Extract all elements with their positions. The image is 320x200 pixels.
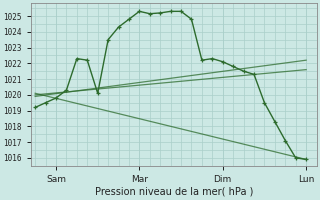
X-axis label: Pression niveau de la mer( hPa ): Pression niveau de la mer( hPa ) (95, 187, 253, 197)
